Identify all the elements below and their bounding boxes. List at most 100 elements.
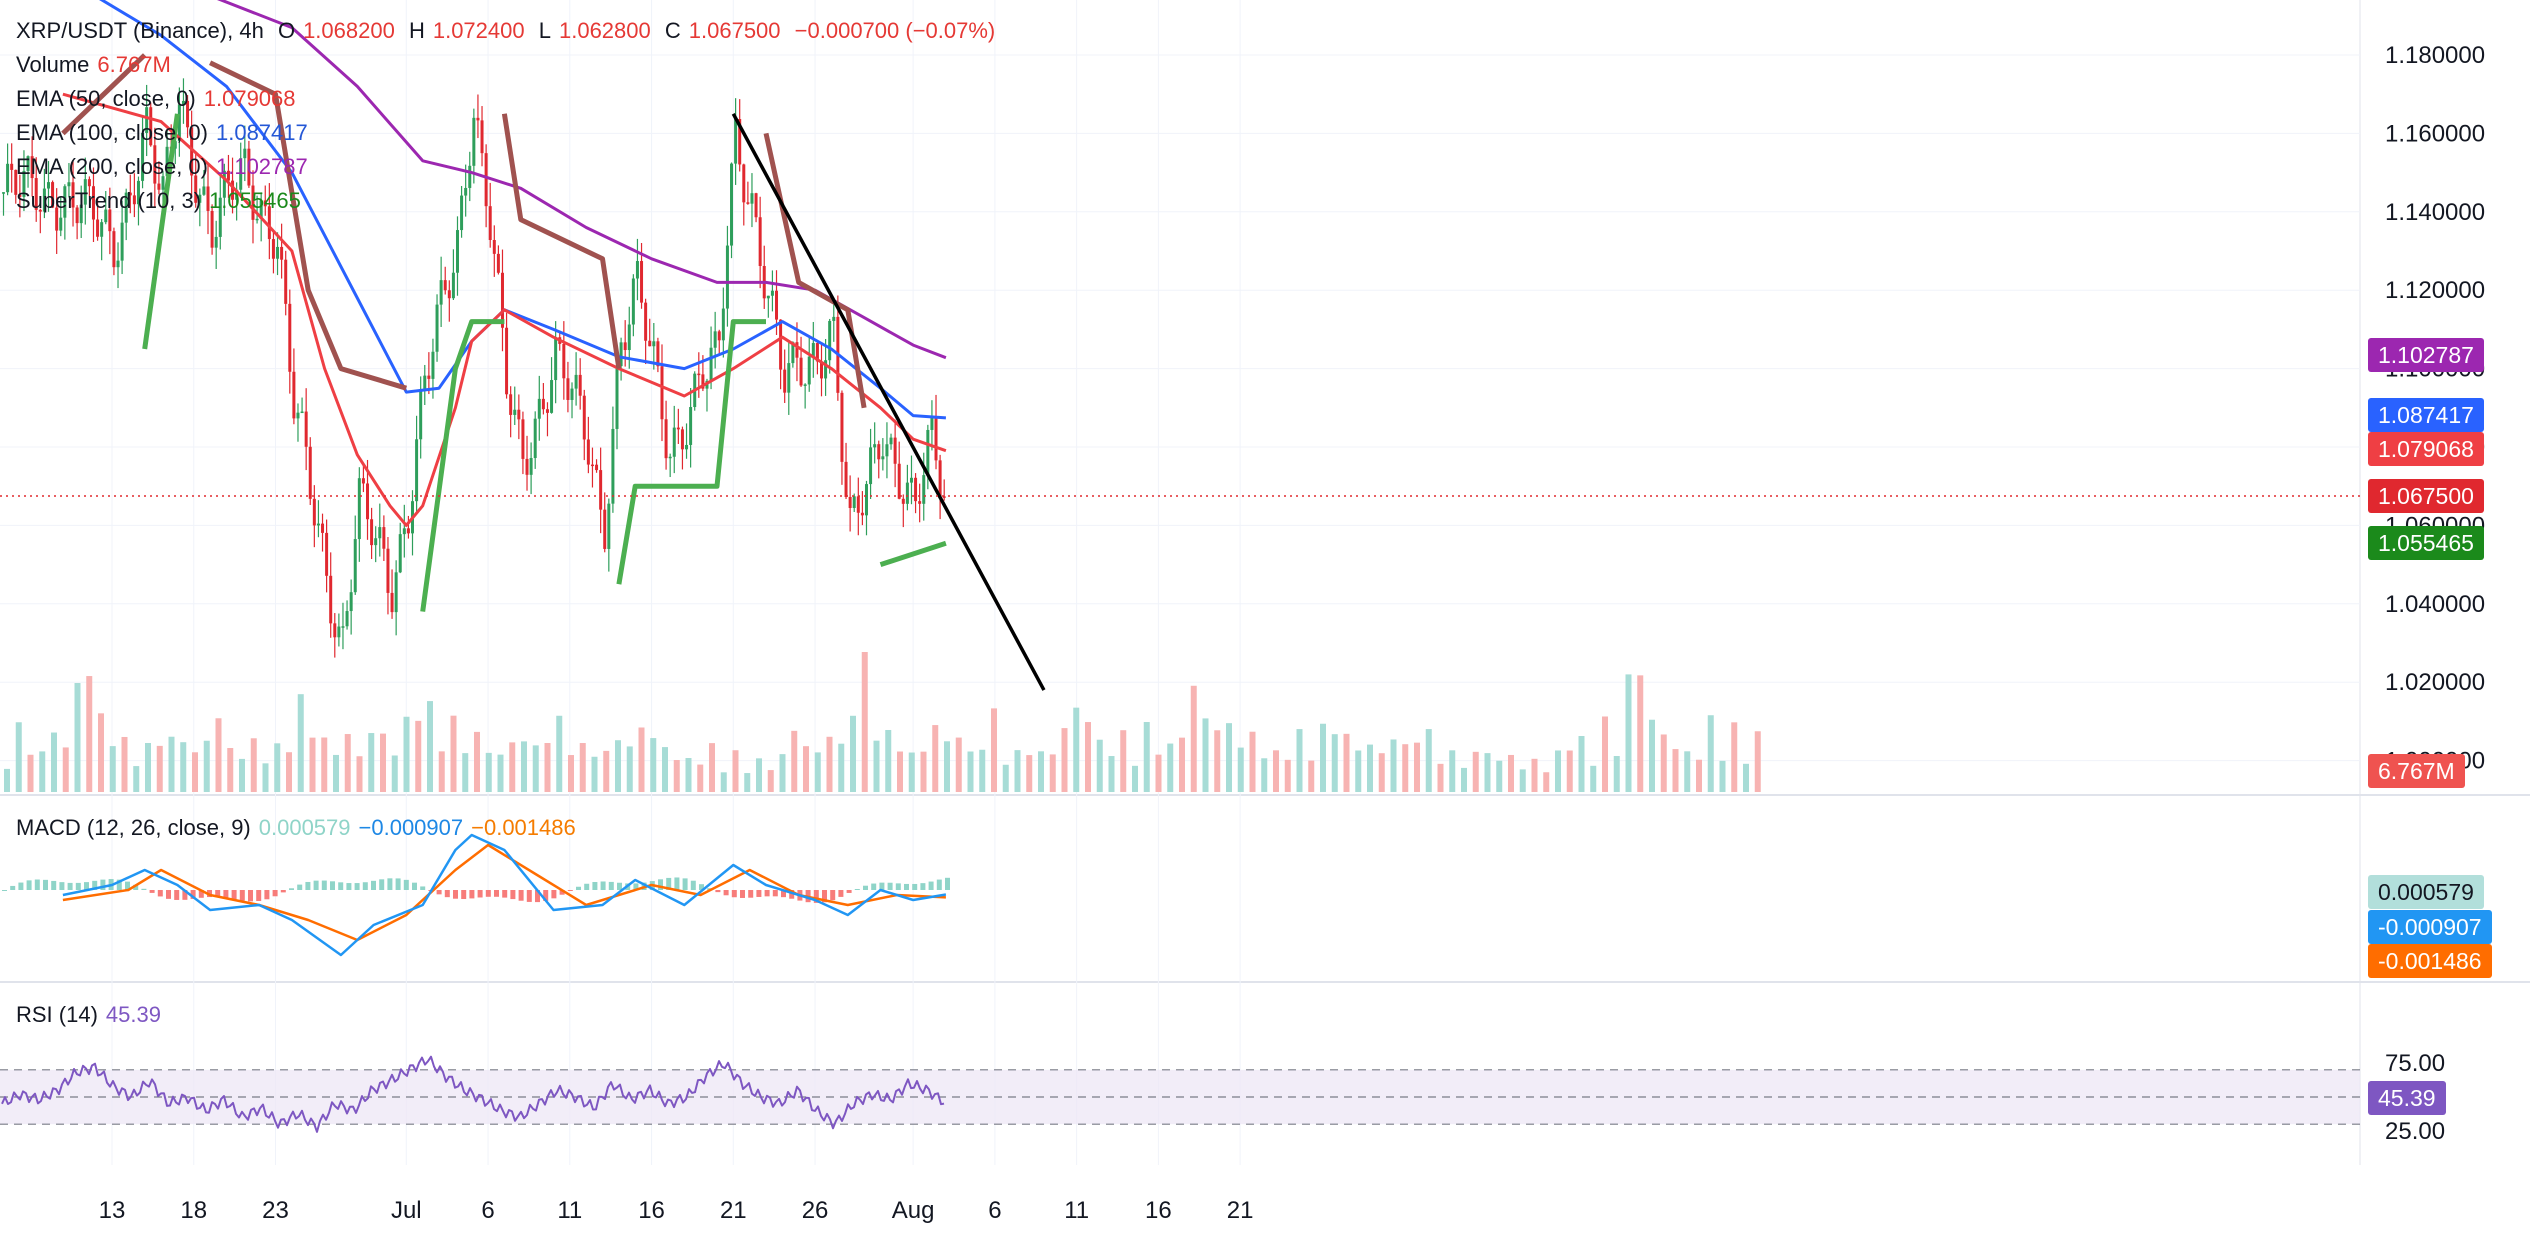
candle-body xyxy=(607,503,611,549)
macd-histogram-bar xyxy=(936,879,942,890)
candle-body xyxy=(267,206,271,240)
volume-bar xyxy=(62,747,69,792)
candle-body xyxy=(116,260,120,268)
candle-body xyxy=(938,460,942,497)
volume-bar xyxy=(1531,758,1538,792)
candle-body xyxy=(361,478,365,484)
volume-bar xyxy=(450,715,457,792)
volume-bar xyxy=(1237,747,1244,792)
x-tick-label: Aug xyxy=(892,1197,935,1224)
x-tick-label: 11 xyxy=(557,1197,582,1224)
candle-body xyxy=(844,461,848,497)
volume-bar xyxy=(1049,754,1056,792)
macd-histogram-bar xyxy=(592,881,598,890)
volume-bar xyxy=(1590,765,1597,792)
candle-body xyxy=(644,302,648,341)
candle-body xyxy=(161,176,165,190)
candle-body xyxy=(42,188,46,212)
candle-body xyxy=(889,437,893,445)
volume-bar xyxy=(1754,731,1761,792)
volume-bar xyxy=(1132,765,1138,792)
candle-body xyxy=(595,464,599,471)
volume-bar xyxy=(1519,769,1526,792)
macd-histogram-bar xyxy=(608,881,614,890)
candle-body xyxy=(541,398,545,410)
macd-histogram-bar xyxy=(321,880,327,890)
volume-bar xyxy=(462,753,469,792)
volume-bar xyxy=(333,754,339,792)
macd-histogram-bar xyxy=(674,877,680,890)
candle-body xyxy=(132,195,136,205)
candle-body xyxy=(582,395,586,440)
volume-bar xyxy=(1061,728,1068,792)
volume-bar xyxy=(979,749,986,792)
candle-body xyxy=(873,444,877,448)
candle-body xyxy=(586,439,590,465)
candle-body xyxy=(439,280,443,305)
macd-histogram-bar xyxy=(444,890,450,898)
rsi-tick-label: 75.00 xyxy=(2385,1050,2445,1077)
candle-body xyxy=(26,156,30,171)
x-tick-label: 23 xyxy=(262,1197,289,1224)
candle-body xyxy=(464,187,468,196)
candle-body xyxy=(243,148,247,159)
volume-bar xyxy=(697,764,704,792)
supertrend-line xyxy=(61,53,147,136)
candle-body xyxy=(815,343,819,362)
candle-body xyxy=(709,347,713,381)
volume-bar xyxy=(203,740,210,792)
volume-bar xyxy=(274,743,281,792)
ema200-legend: EMA (200, close, 0) 1.102787 xyxy=(16,154,308,179)
macd-histogram-bar xyxy=(838,890,844,897)
volume-bar xyxy=(1343,733,1350,792)
volume-bar xyxy=(1002,764,1009,792)
candle-body xyxy=(488,206,492,241)
volume-bar xyxy=(1437,763,1444,792)
macd-histogram-bar xyxy=(26,880,32,890)
candle-body xyxy=(247,148,251,186)
volume-bar xyxy=(579,743,586,792)
candle-body xyxy=(288,303,292,372)
macd-histogram-bar xyxy=(395,878,401,890)
macd-histogram-bar xyxy=(567,890,573,891)
candle-body xyxy=(697,373,701,376)
candle-body xyxy=(725,245,729,309)
volume-bar xyxy=(1508,754,1514,792)
candle-body xyxy=(934,417,938,461)
supertrend-price-badge: 1.055465 xyxy=(2368,526,2484,560)
x-tick-label: 16 xyxy=(1145,1197,1172,1224)
candle-body xyxy=(18,194,22,197)
supertrend-line xyxy=(879,540,947,567)
macd-histogram-bar xyxy=(248,890,253,902)
macd-legend: MACD (12, 26, close, 9) 0.000579 −0.000907… xyxy=(16,815,576,840)
macd-histogram-bar xyxy=(633,883,639,890)
candle-body xyxy=(770,290,774,296)
candle-body xyxy=(578,374,582,396)
candle-body xyxy=(652,341,656,347)
volume-bar xyxy=(1120,730,1127,792)
volume-bar xyxy=(873,740,880,792)
ema50-legend: EMA (50, close, 0) 1.079068 xyxy=(16,86,296,111)
volume-bar xyxy=(1602,716,1608,792)
macd-histogram-bar xyxy=(453,890,458,899)
macd-histogram-bar xyxy=(764,890,770,897)
candle-body xyxy=(374,538,378,546)
macd-histogram-bar xyxy=(256,890,262,902)
volume-bar xyxy=(1273,750,1279,792)
volume-bar xyxy=(1202,718,1209,792)
macd-histogram-bar xyxy=(157,890,163,897)
ema50-line xyxy=(62,92,947,527)
candle-body xyxy=(2,192,5,194)
candle-body xyxy=(750,193,754,204)
macd-histogram-bar xyxy=(10,885,16,890)
macd-histogram-bar xyxy=(403,879,409,890)
volume-bar xyxy=(227,747,234,792)
candle-body xyxy=(914,477,918,502)
candle-body xyxy=(382,527,386,549)
volume-bar xyxy=(1613,756,1620,792)
x-tick-label: 21 xyxy=(720,1197,747,1224)
candle-body xyxy=(345,611,349,627)
candle-body xyxy=(746,202,750,204)
volume-bar xyxy=(509,742,516,792)
